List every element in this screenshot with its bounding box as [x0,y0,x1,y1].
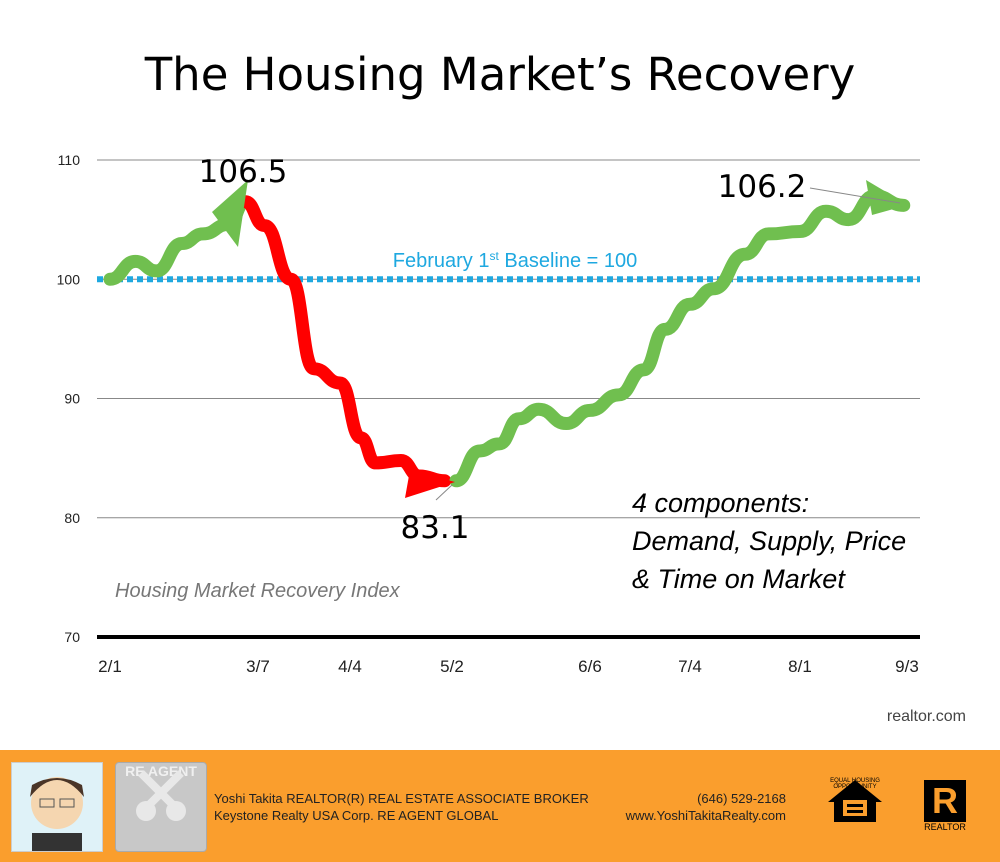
x-tick-label: 4/4 [338,657,362,676]
footer-banner: RE AGENT Yoshi Takita REALTOR(R) REAL ES… [0,750,1000,862]
latest-label: 106.2 [718,169,807,205]
arrowhead-up [212,180,248,247]
x-tick-label: 2/1 [98,657,122,676]
chart-title: The Housing Market’s Recovery [144,48,856,101]
components-note-line: & Time on Market [632,564,846,594]
equal-housing-logo: EQUAL HOUSING OPPORTUNITY [826,778,884,836]
baseline-label: February 1st Baseline = 100 [393,249,638,272]
x-tick-label: 6/6 [578,657,602,676]
trough-leader-line [435,484,453,501]
series-line-2 [449,189,911,488]
x-tick-label: 9/3 [895,657,919,676]
realtor-text: REALTOR [924,822,966,832]
trough-label: 83.1 [400,510,469,546]
series-label: Housing Market Recovery Index [115,580,401,602]
phone-number: (646) 529-2168 [697,791,786,806]
x-tick-label: 8/1 [788,657,812,676]
x-tick-label: 3/7 [246,657,270,676]
realtor-r-icon: R [924,780,966,822]
y-tick-label: 110 [58,152,81,168]
agency-line: Keystone Realty USA Corp. RE AGENT GLOBA… [214,808,499,823]
house-icon [828,780,882,822]
components-note-line: 4 components: [632,488,809,518]
website-link[interactable]: www.YoshiTakitaRealty.com [625,808,786,823]
agent-caricature-photo [11,762,103,852]
components-note-line: Demand, Supply, Price [632,526,906,556]
chart-area: 70 80 90 100 110 2/1 3/7 4/4 5/2 6/6 7/4 8/1 9/3 Febr… [57,152,920,676]
realtor-logo: R REALTOR [920,780,970,836]
arrowhead-down [405,470,455,498]
arrowhead-latest [866,180,908,215]
re-agent-logo: RE AGENT [115,762,207,852]
series-line-1 [238,195,452,488]
latest-leader-line [809,187,901,204]
agent-name-line: Yoshi Takita REALTOR(R) REAL ESTATE ASSO… [214,791,589,806]
source-label: realtor.com [886,708,966,725]
y-tick-label: 90 [64,391,80,407]
y-tick-label: 100 [57,271,81,287]
x-tick-label: 5/2 [440,657,464,676]
y-tick-label: 70 [64,629,80,645]
peak-label: 106.5 [199,154,288,190]
y-tick-label: 80 [64,510,80,526]
x-tick-label: 7/4 [678,657,702,676]
